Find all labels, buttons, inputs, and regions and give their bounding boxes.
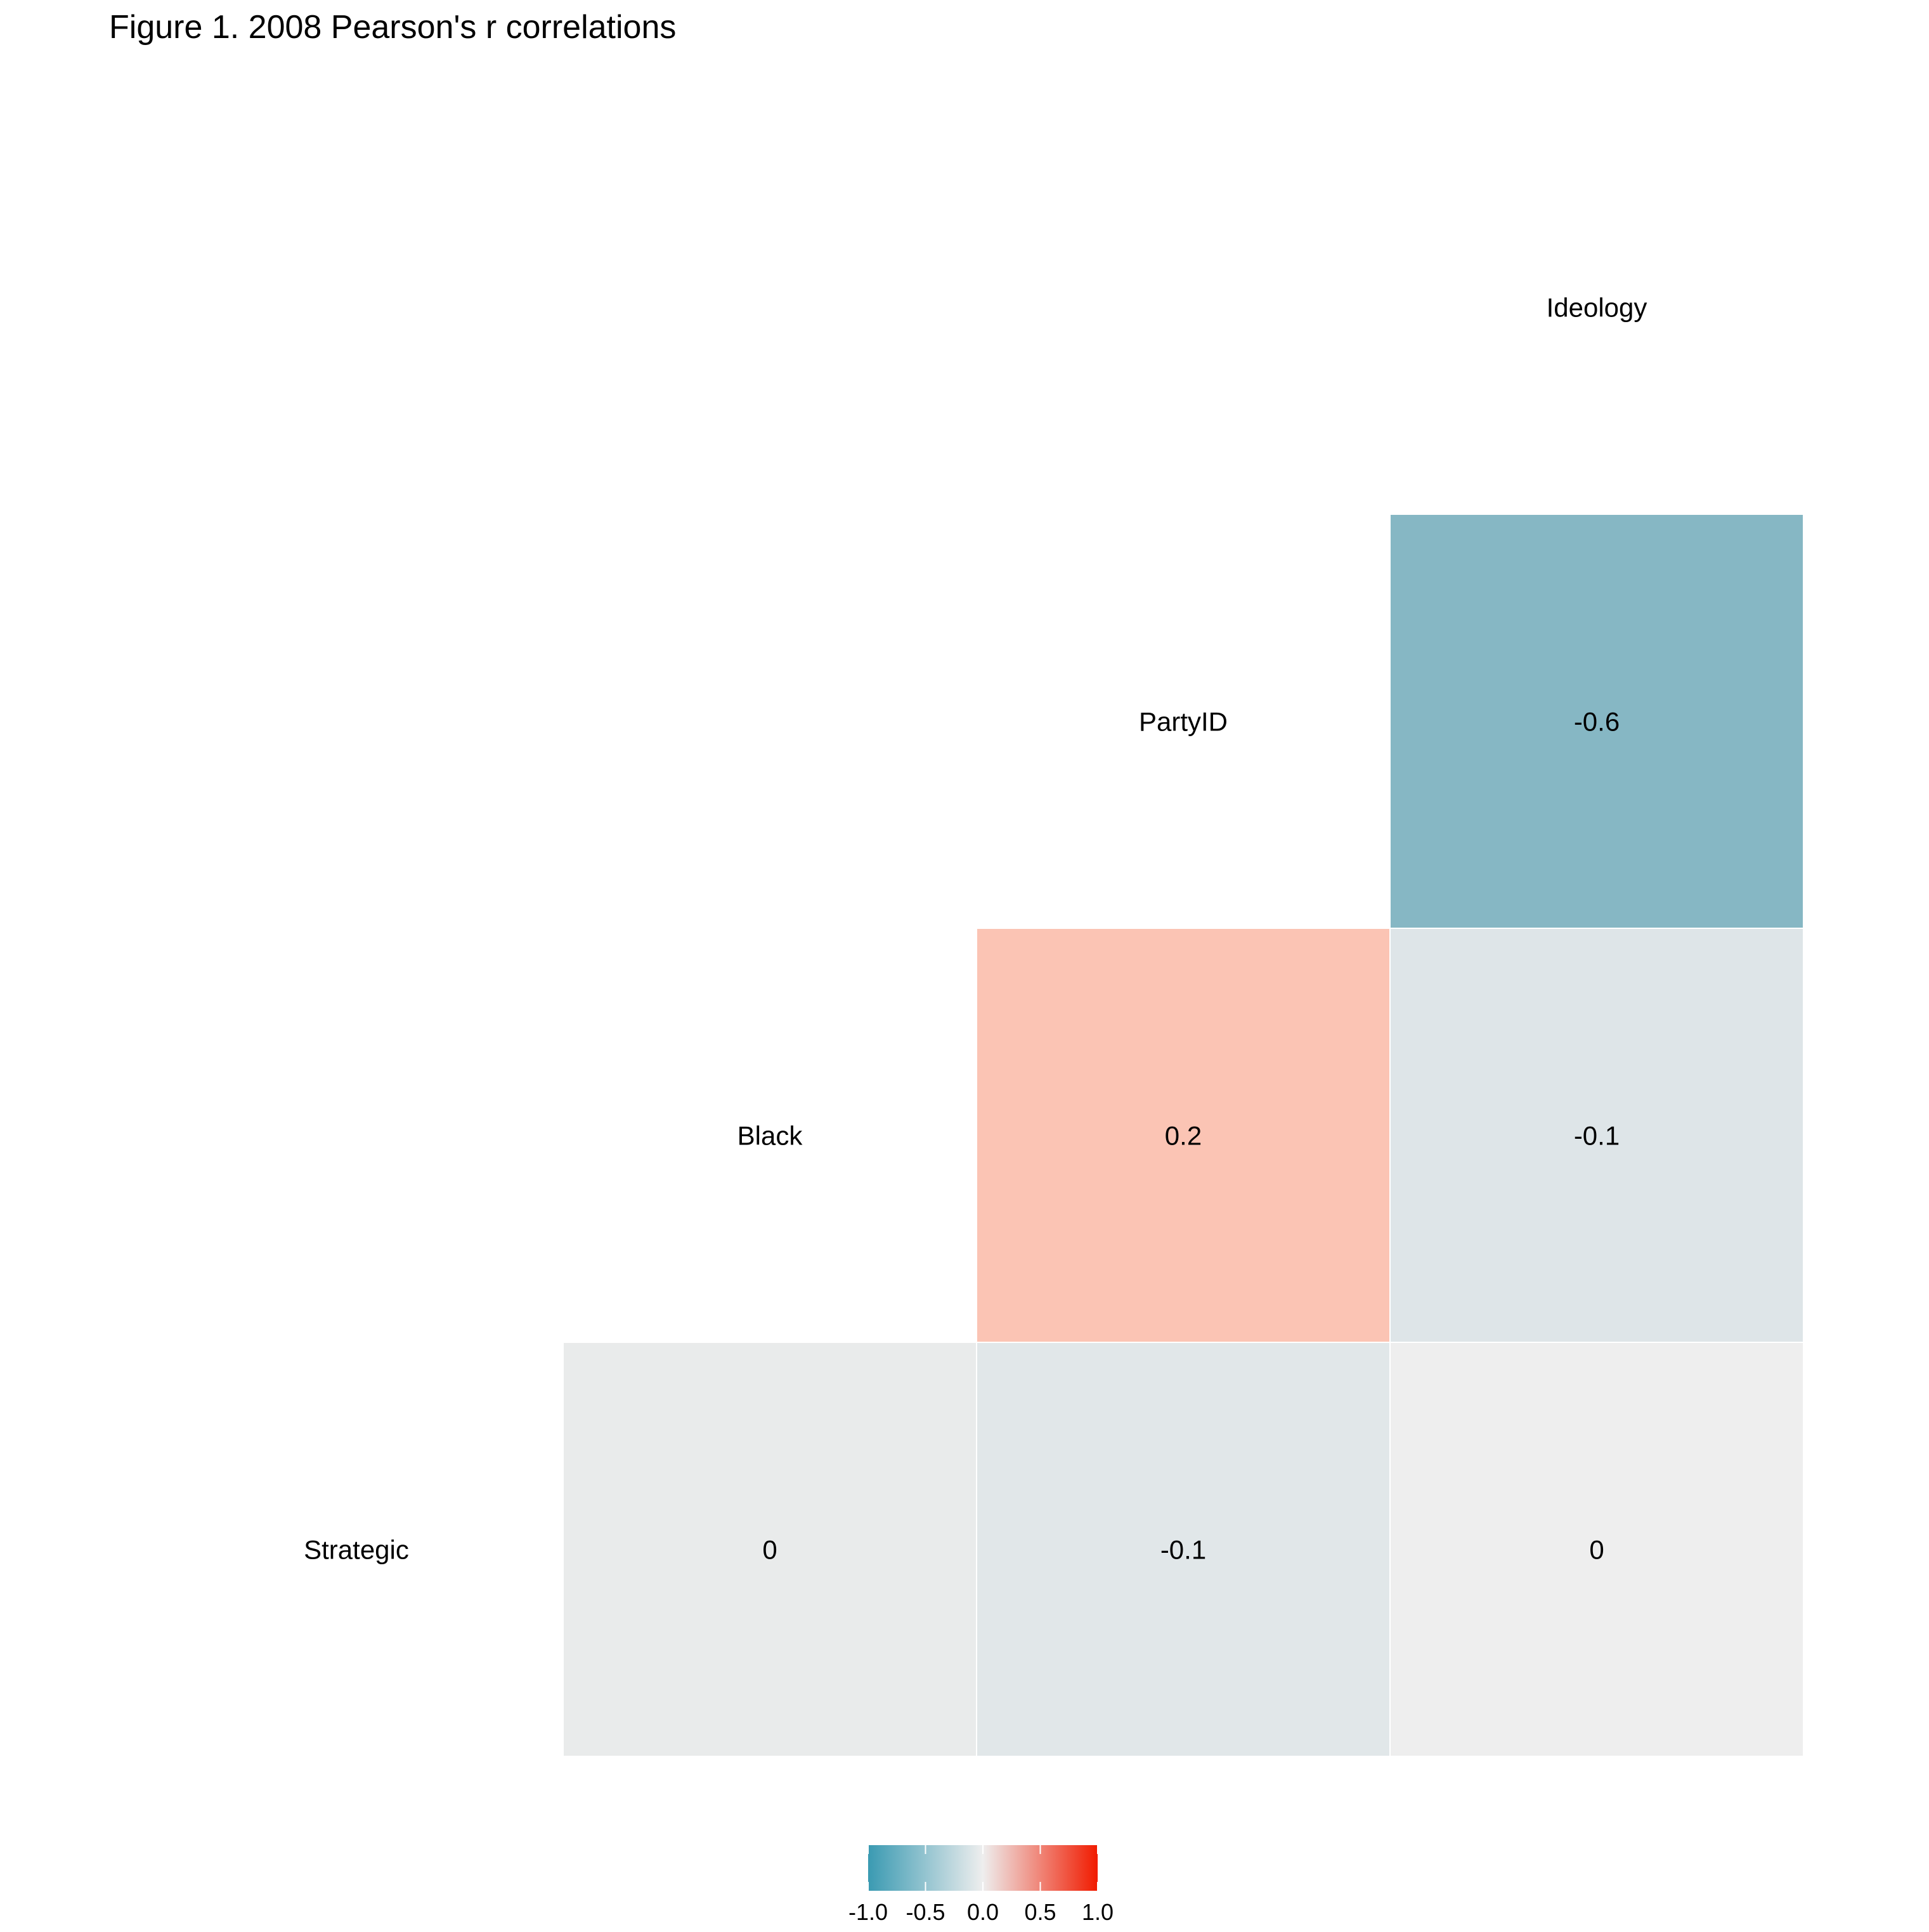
legend-tick-label: -0.5 — [906, 1899, 945, 1925]
cell-value-label: 0 — [762, 1535, 777, 1565]
variable-label-ideology: Ideology — [1547, 293, 1647, 323]
variable-label-partyid: PartyID — [1139, 707, 1228, 737]
heatmap-cell-black-ideology — [1389, 928, 1804, 1343]
variable-label-black: Black — [737, 1121, 803, 1151]
legend-tick-label: 0.5 — [1024, 1899, 1056, 1925]
variable-labels: Strategic Black PartyID Ideology — [304, 293, 1647, 1565]
heatmap-cell-partyid-ideology — [1389, 514, 1804, 929]
cell-value-label: 0 — [1589, 1535, 1604, 1565]
variable-label-strategic: Strategic — [304, 1535, 409, 1565]
chart-title: Figure 1. 2008 Pearson's r correlations — [109, 9, 676, 46]
heatmap-cell-strategic-black — [562, 1342, 977, 1757]
cell-value-label: 0.2 — [1165, 1121, 1202, 1151]
legend-tick-label: 1.0 — [1082, 1899, 1114, 1925]
heatmap-cell-strategic-ideology — [1389, 1342, 1804, 1757]
cell-value-label: -0.1 — [1160, 1535, 1206, 1565]
cell-value-label: -0.1 — [1574, 1121, 1620, 1151]
cell-value-label: -0.6 — [1574, 707, 1620, 737]
heatmap-cell-strategic-partyid — [976, 1342, 1391, 1757]
legend-tick-label: -1.0 — [848, 1899, 888, 1925]
color-legend: -1.0 -0.5 0.0 0.5 1.0 — [848, 1845, 1114, 1925]
legend-tick-label: 0.0 — [967, 1899, 999, 1925]
heatmap-cells: 0 -0.1 0 0.2 -0.1 -0.6 — [562, 514, 1804, 1757]
